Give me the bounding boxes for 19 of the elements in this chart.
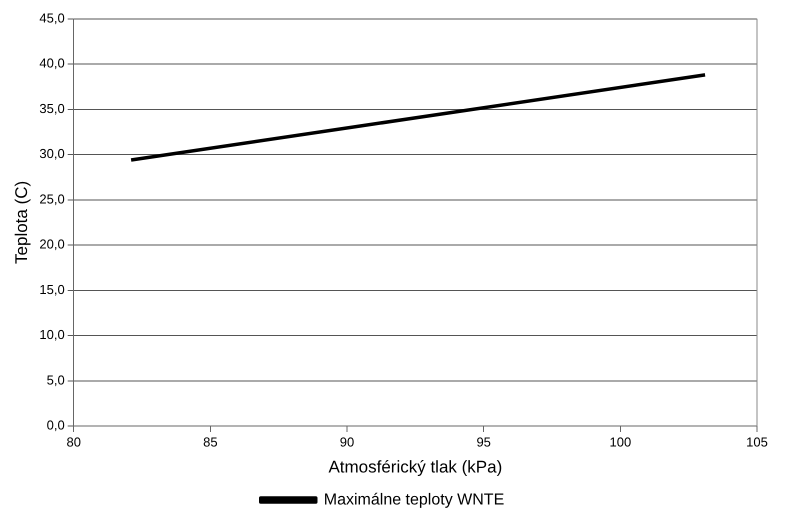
y-tick-label: 25,0 bbox=[39, 191, 65, 206]
y-tick-label: 10,0 bbox=[39, 327, 65, 342]
y-tick-label: 40,0 bbox=[39, 56, 65, 71]
y-tick-label: 15,0 bbox=[39, 282, 65, 297]
x-tick-label: 95 bbox=[476, 434, 491, 450]
y-tick-label: 20,0 bbox=[39, 236, 65, 252]
x-tick-label: 85 bbox=[203, 434, 218, 450]
x-axis-title: Atmosférický tlak (kPa) bbox=[328, 457, 502, 476]
y-tick-label: 30,0 bbox=[39, 146, 65, 162]
x-tick-label: 105 bbox=[746, 434, 768, 450]
x-tick-label: 80 bbox=[66, 434, 81, 450]
y-tick-label: 5,0 bbox=[46, 372, 65, 388]
y-tick-label: 0,0 bbox=[46, 418, 65, 433]
legend-label: Maximálne teploty WNTE bbox=[324, 491, 504, 508]
y-tick-label: 45,0 bbox=[39, 10, 65, 26]
y-axis-title: Teplota (C) bbox=[12, 180, 31, 264]
x-tick-label: 90 bbox=[340, 434, 354, 450]
y-tick-label: 35,0 bbox=[39, 100, 65, 116]
x-tick-label: 100 bbox=[609, 434, 632, 450]
